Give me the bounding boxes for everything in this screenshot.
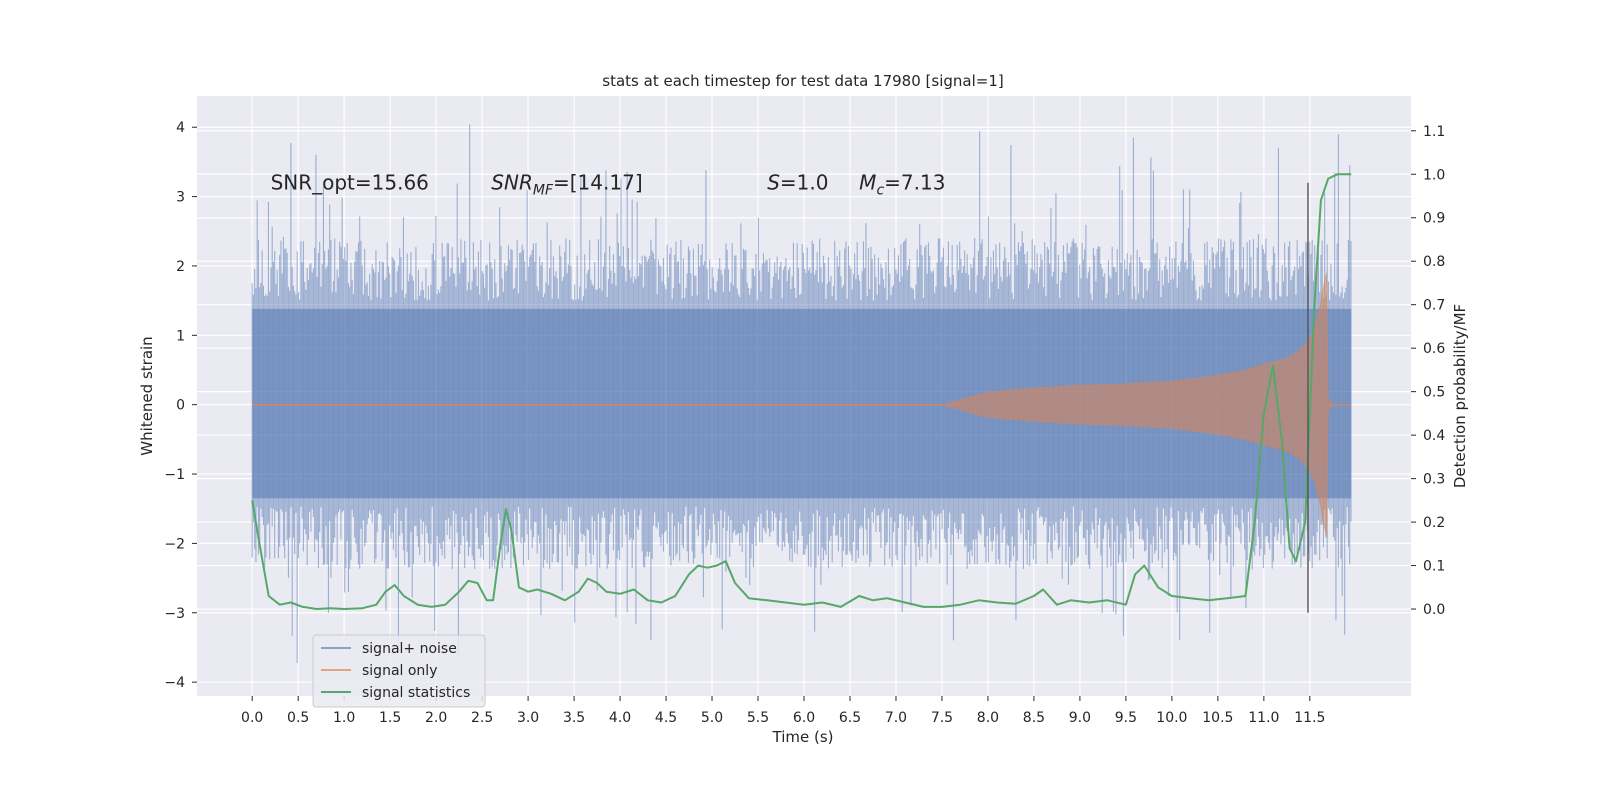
y2-tick-label: 0.3: [1423, 472, 1445, 488]
x-tick-label: 11.0: [1248, 710, 1279, 726]
y2-tick-label: 0.9: [1423, 211, 1445, 227]
y-tick-label: −1: [164, 467, 185, 483]
y2-tick-label: 0.0: [1423, 602, 1445, 618]
x-tick-label: 6.5: [839, 710, 861, 726]
x-tick-label: 0.5: [287, 710, 309, 726]
y-tick-label: −2: [164, 536, 185, 552]
legend-label: signal only: [362, 663, 437, 679]
y2-tick-label: 1.1: [1423, 124, 1445, 140]
y2-tick-label: 0.5: [1423, 385, 1445, 401]
x-tick-label: 4.5: [655, 710, 677, 726]
x-tick-label: 9.5: [1115, 710, 1137, 726]
y-tick-label: −4: [164, 675, 185, 691]
y2-axis-label: Detection probability/MF: [1451, 304, 1469, 488]
signal-envelope: [940, 272, 1334, 537]
annotation-1: SNRMF=[14.17]: [491, 171, 642, 199]
annotation-3: Mc=7.13: [859, 171, 945, 199]
annotation-2: S=1.0: [767, 171, 828, 195]
x-tick-label: 11.5: [1294, 710, 1325, 726]
x-tick-label: 1.0: [333, 710, 355, 726]
legend-label: signal+ noise: [362, 641, 457, 657]
y2-tick-label: 1.0: [1423, 167, 1445, 183]
y-tick-label: 0: [176, 398, 185, 414]
x-tick-label: 6.0: [793, 710, 815, 726]
x-tick-label: 8.5: [1023, 710, 1045, 726]
y2-tick-label: 0.7: [1423, 298, 1445, 314]
x-tick-label: 5.5: [747, 710, 769, 726]
y-tick-label: −3: [164, 606, 185, 622]
x-tick-label: 0.0: [241, 710, 263, 726]
y2-tick-label: 0.6: [1423, 341, 1445, 357]
x-tick-label: 9.0: [1069, 710, 1091, 726]
stats-line: [251, 173, 1352, 610]
y-tick-label: 3: [176, 190, 185, 206]
y2-tick-label: 0.8: [1423, 254, 1445, 270]
y-axis-label: Whitened strain: [138, 336, 156, 455]
ticks: 0.0 0.5 1.0 1.5 2.0 2.5 3.0 3.5 4.0 4.5 5.0 5.5 6.0 6…: [164, 120, 1445, 726]
x-tick-label: 5.0: [701, 710, 723, 726]
y2-tick-label: 0.2: [1423, 515, 1445, 531]
x-tick-label: 1.5: [379, 710, 401, 726]
series-signal-only: [252, 272, 1352, 537]
x-tick-label: 10.5: [1202, 710, 1233, 726]
legend-label: signal statistics: [362, 685, 470, 701]
y-tick-label: 1: [176, 328, 185, 344]
y-tick-label: 2: [176, 259, 185, 275]
x-tick-label: 10.0: [1156, 710, 1187, 726]
y2-tick-label: 0.4: [1423, 428, 1445, 444]
x-tick-label: 2.0: [425, 710, 447, 726]
y2-tick-label: 0.1: [1423, 559, 1445, 575]
chart-title: stats at each timestep for test data 179…: [602, 72, 1003, 90]
annotation-0: SNR_opt=15.66: [271, 171, 429, 195]
x-tick-label: 7.0: [885, 710, 907, 726]
y-tick-label: 4: [176, 120, 185, 136]
x-tick-label: 2.5: [471, 710, 493, 726]
x-tick-label: 8.0: [977, 710, 999, 726]
x-tick-label: 3.0: [517, 710, 539, 726]
x-tick-label: 7.5: [931, 710, 953, 726]
series-signal-statistics: [251, 173, 1352, 610]
legend: signal+ noise signal only signal statistic…: [312, 634, 486, 708]
x-tick-label: 3.5: [563, 710, 585, 726]
x-axis-label: Time (s): [772, 728, 834, 746]
x-tick-label: 4.0: [609, 710, 631, 726]
annotations: SNR_opt=15.66 SNRMF=[14.17] S=1.0 Mc=7.13: [271, 171, 946, 199]
legend-box: [312, 634, 486, 708]
